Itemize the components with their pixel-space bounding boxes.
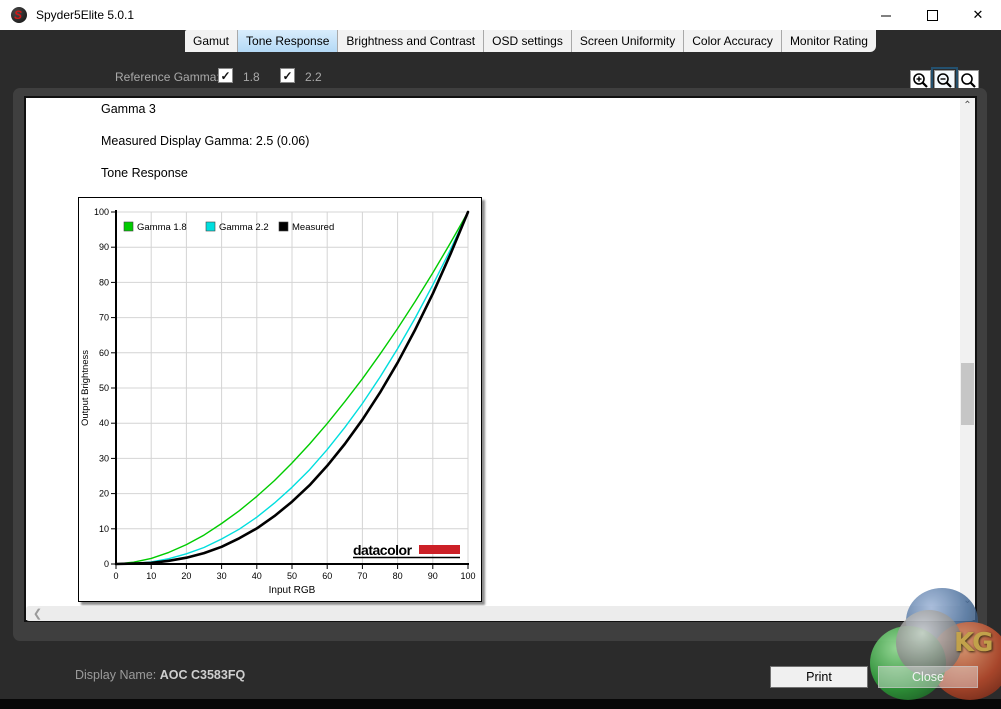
x-tick-label: 10: [146, 571, 156, 581]
print-button[interactable]: Print: [770, 666, 868, 688]
y-tick-label: 40: [99, 418, 109, 428]
reference-gamma-label: Reference Gamma:: [115, 70, 220, 84]
zoom-out-button[interactable]: [931, 67, 958, 94]
x-tick-label: 60: [322, 571, 332, 581]
y-axis-title: Output Brightness: [80, 350, 91, 426]
x-tick-label: 30: [217, 571, 227, 581]
y-tick-label: 20: [99, 489, 109, 499]
title-bar: S Spyder5Elite 5.0.1 ✕: [0, 0, 1001, 30]
x-tick-label: 100: [460, 571, 475, 581]
gamma-1-8-label: 1.8: [243, 70, 260, 84]
y-tick-label: 60: [99, 348, 109, 358]
close-window-button[interactable]: ✕: [972, 7, 984, 22]
series-gamma-2-2: [115, 211, 469, 565]
scroll-left-arrow-icon[interactable]: ❮: [32, 608, 43, 620]
display-name-value: AOC C3583FQ: [159, 668, 246, 682]
legend-label: Gamma 1.8: [137, 222, 187, 233]
tab-brightness-and-contrast[interactable]: Brightness and Contrast: [338, 30, 485, 52]
display-name: Display Name: AOC C3583FQ: [75, 668, 245, 682]
gamma-2-2-checkbox[interactable]: ✓: [280, 68, 295, 83]
display-name-label: Display Name:: [75, 668, 160, 682]
tone-response-chart: 0 10 20 30 40 50 60 70 80 90 100 0 10 20 30 40 50 60 70 80 9…: [78, 197, 482, 602]
x-tick-label: 90: [428, 571, 438, 581]
chart-canvas: 0 10 20 30 40 50 60 70 80 90 100 0 10 20 30 40 50 60 70 80 9…: [80, 207, 476, 596]
y-tick-label: 0: [104, 559, 109, 569]
maximize-button[interactable]: [909, 0, 955, 30]
tab-monitor-rating[interactable]: Monitor Rating: [781, 30, 876, 52]
zoom-in-icon: [913, 73, 928, 88]
vertical-scrollbar[interactable]: ⌃ ⌄: [960, 98, 975, 608]
legend-label: Measured: [292, 222, 334, 233]
measured-gamma-text: Measured Display Gamma: 2.5 (0.06): [101, 134, 310, 148]
x-tick-label: 40: [252, 571, 262, 581]
tone-response-heading: Tone Response: [101, 166, 188, 180]
tab-bar: Gamut Tone Response Brightness and Contras…: [185, 30, 876, 52]
x-tick-label: 80: [393, 571, 403, 581]
datacolor-logo-red-bar: [419, 545, 460, 554]
tab-osd-settings[interactable]: OSD settings: [484, 30, 572, 52]
scroll-up-arrow-icon[interactable]: ⌃: [963, 100, 972, 111]
app-icon: S: [11, 7, 27, 23]
minimize-icon: [880, 15, 891, 16]
gamma-1-8-checkbox[interactable]: ✓: [218, 68, 233, 83]
y-tick-label: 30: [99, 453, 109, 463]
y-tick-label: 90: [99, 242, 109, 252]
y-tick-label: 50: [99, 383, 109, 393]
minimize-button[interactable]: [863, 0, 909, 30]
x-tick-label: 70: [357, 571, 367, 581]
x-axis-title: Input RGB: [269, 585, 316, 596]
y-tick-label: 10: [99, 524, 109, 534]
zoom-reset-icon: [961, 73, 976, 88]
datacolor-logo-text: datacolor: [353, 542, 413, 558]
tab-gamut[interactable]: Gamut: [185, 30, 239, 52]
legend-swatch-gamma-2-2: [205, 221, 216, 232]
gamma-2-2-label: 2.2: [305, 70, 322, 84]
series-measured: [114, 210, 470, 566]
gamma-heading: Gamma 3: [101, 102, 156, 116]
tab-color-accuracy[interactable]: Color Accuracy: [684, 30, 782, 52]
zoom-in-button[interactable]: [910, 70, 931, 91]
tab-screen-uniformity[interactable]: Screen Uniformity: [571, 30, 685, 52]
legend-swatch-gamma-1-8: [123, 221, 134, 232]
x-tick-label: 50: [287, 571, 297, 581]
maximize-icon: [926, 9, 938, 21]
window-bottom-edge: [0, 699, 1001, 709]
x-tick-label: 0: [113, 571, 118, 581]
vertical-scroll-thumb[interactable]: [961, 363, 974, 425]
y-tick-label: 70: [99, 313, 109, 323]
zoom-reset-button[interactable]: [958, 70, 979, 91]
y-tick-label: 100: [94, 207, 109, 217]
legend-swatch-measured: [278, 221, 289, 232]
tab-tone-response[interactable]: Tone Response: [238, 30, 339, 52]
zoom-out-icon: [937, 73, 952, 88]
x-tick-label: 20: [181, 571, 191, 581]
horizontal-scrollbar[interactable]: ❮: [26, 606, 974, 621]
legend-label: Gamma 2.2: [219, 222, 269, 233]
close-button[interactable]: Close: [878, 666, 978, 688]
y-tick-label: 80: [99, 277, 109, 287]
series-gamma-1-8: [115, 211, 469, 565]
window-title: Spyder5Elite 5.0.1: [36, 8, 135, 22]
